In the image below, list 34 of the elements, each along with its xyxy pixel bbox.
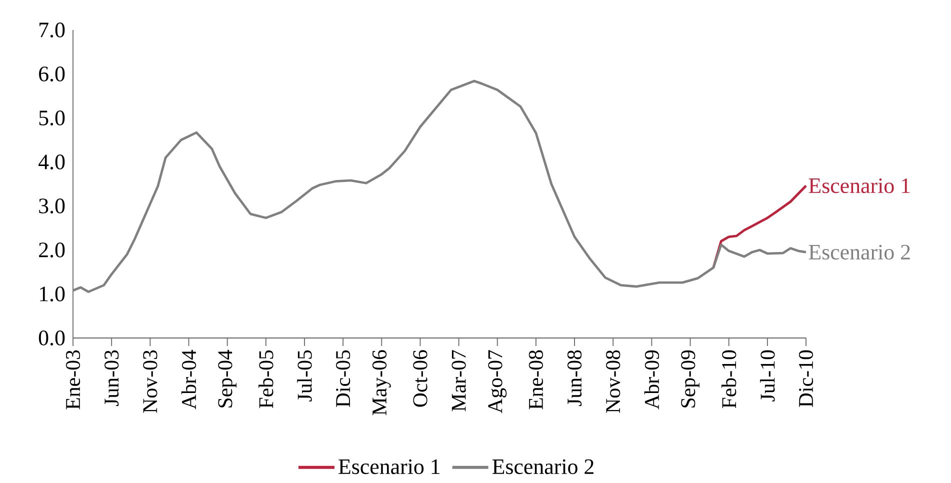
x-tick-label: Ago-07 — [488, 350, 507, 414]
x-tick-label: Jun-03 — [104, 350, 119, 406]
x-tick-label: Ene-03 — [66, 350, 80, 410]
line-series — [72, 80, 808, 293]
x-tick-label: Nov-03 — [143, 350, 158, 413]
x-tick-label: Abr-09 — [644, 350, 660, 410]
text: Escenario 2 — [808, 244, 910, 260]
x-tick-label: Mar-07 — [452, 350, 466, 412]
x-tick-label: Dic-05 — [336, 350, 350, 408]
x-tick-label: Sep-09 — [681, 350, 700, 408]
x-tick-label: Abr-04 — [181, 350, 196, 410]
x-tick-label: Feb-10 — [721, 350, 736, 408]
x-tick-label: Dic-10 — [798, 350, 814, 408]
x-tick-label: Feb-05 — [258, 350, 274, 408]
y-tick-label: 1.0 — [40, 286, 65, 302]
y-tick-label: 4.0 — [38, 154, 65, 170]
y-tick-label: 2.0 — [39, 242, 65, 258]
line-series — [712, 184, 808, 269]
y-tick-label: 7.0 — [40, 22, 65, 38]
y-tick-label: 6.0 — [39, 66, 65, 82]
y-tick-label: 5.0 — [39, 110, 65, 126]
x-tick-label: Ene-08 — [528, 350, 544, 410]
x-tick-label: Oct-06 — [413, 350, 428, 407]
text: Escenario 1 — [808, 178, 910, 194]
x-tick-label: Jul-10 — [760, 350, 775, 402]
y-tick-label: 0.0 — [38, 330, 65, 346]
x-tick-label: Jul-05 — [297, 350, 312, 402]
x-tick-label: Jun-08 — [567, 350, 582, 406]
x-tick-label: Nov-08 — [606, 350, 620, 413]
y-tick-label: 3.0 — [39, 198, 65, 214]
x-tick-label: May-06 — [372, 350, 391, 416]
legend-label: Escenario 1 — [338, 459, 440, 474]
legend-label: Escenario 2 — [492, 459, 594, 474]
x-tick-label: Sep-04 — [218, 350, 236, 408]
